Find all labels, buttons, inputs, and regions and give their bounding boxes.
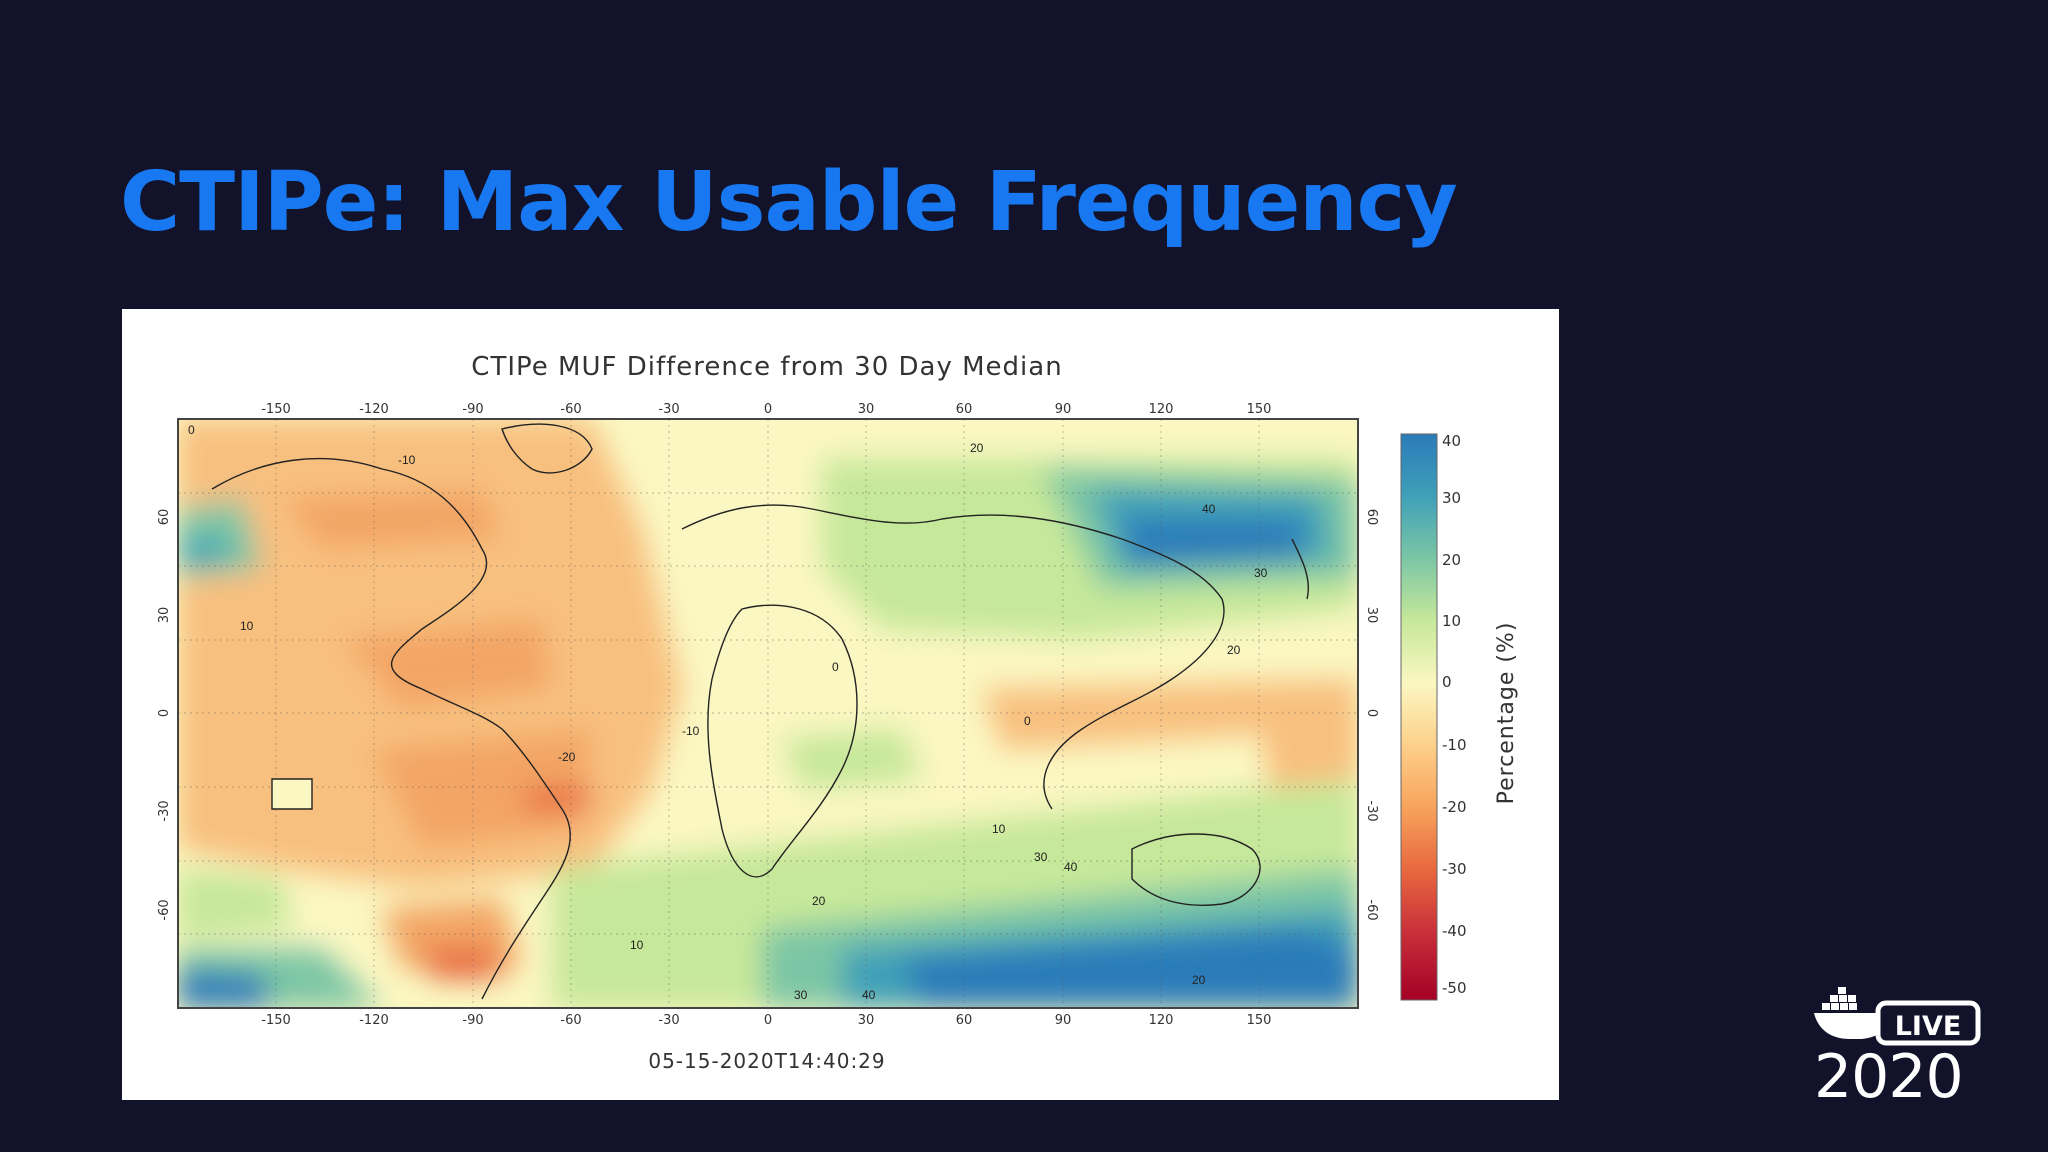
lon-tick-label: 90 [1055, 402, 1072, 417]
contour-label: 20 [1192, 973, 1206, 987]
colorbar-tick-label: -40 [1442, 922, 1467, 940]
contour-label: 0 [832, 660, 839, 674]
colorbar-tick-label: 0 [1442, 673, 1452, 691]
contour-label: 40 [1202, 502, 1216, 516]
lon-tick-label: 30 [858, 402, 875, 417]
lon-tick-label: -150 [261, 1013, 291, 1028]
lat-tick-label: -60 [1364, 899, 1379, 920]
contour-label: 30 [1254, 566, 1268, 580]
lon-tick-label: -30 [658, 402, 679, 417]
lon-tick-label: 90 [1055, 1013, 1072, 1028]
lon-tick-label: -90 [462, 1013, 483, 1028]
lon-tick-label: 30 [858, 1013, 875, 1028]
lat-tick-label: 60 [157, 509, 172, 526]
lon-tick-label: -90 [462, 402, 483, 417]
contour-label: 20 [812, 894, 826, 908]
timestamp: 05-15-2020T14:40:29 [648, 1049, 885, 1073]
lat-ticks-right: 60 30 0 -30 -60 [1364, 509, 1379, 921]
muf-difference-map-figure: CTIPe MUF Difference from 30 Day Median [157, 352, 1519, 1073]
whale-icon [1814, 987, 1891, 1039]
colorbar-tick-label: 30 [1442, 489, 1461, 507]
colorbar-tick-label: 10 [1442, 612, 1461, 630]
colorbar-tick-label: -50 [1442, 979, 1467, 997]
map-area [178, 419, 1358, 1008]
lon-tick-label: 0 [764, 402, 772, 417]
lon-tick-label: -120 [359, 1013, 389, 1028]
coastlines [211, 423, 1309, 1000]
contour-label: 20 [970, 441, 984, 455]
lon-tick-label: 120 [1149, 402, 1174, 417]
lon-tick-label: -60 [560, 402, 581, 417]
contour-label: -20 [558, 750, 576, 764]
lon-tick-label: 150 [1247, 402, 1272, 417]
lat-ticks-left: 60 30 0 -30 -60 [157, 509, 172, 921]
logo-year: 2020 [1814, 1042, 1963, 1105]
contour-label: -10 [682, 724, 700, 738]
lat-tick-label: 0 [157, 709, 172, 717]
contour-label: 10 [630, 938, 644, 952]
lat-tick-label: -30 [1364, 800, 1379, 821]
colorbar-tick-label: -10 [1442, 736, 1467, 754]
lon-tick-label: 60 [956, 402, 973, 417]
colorbar-tick-label: -20 [1442, 798, 1467, 816]
contour-label: 0 [1024, 714, 1031, 728]
graticule [178, 419, 1358, 1008]
live-2020-logo: LIVE 2020 [1814, 987, 1981, 1105]
contour-label: 10 [992, 822, 1006, 836]
contour-label: 40 [862, 988, 876, 1002]
contour-label: 0 [188, 423, 195, 437]
contour-label: 30 [1034, 850, 1048, 864]
lon-tick-label: 120 [1149, 1013, 1174, 1028]
plot-title: CTIPe MUF Difference from 30 Day Median [471, 352, 1062, 382]
lat-tick-label: 60 [1364, 509, 1379, 526]
colorbar-ticks: 40 30 20 10 0 -10 -20 -30 -40 -50 [1442, 432, 1467, 997]
lon-tick-label: -120 [359, 402, 389, 417]
contour-label: -10 [398, 453, 416, 467]
lon-tick-label: -60 [560, 1013, 581, 1028]
contour-label: 30 [794, 988, 808, 1002]
contour-label: 40 [1064, 860, 1078, 874]
lon-ticks-top: -150 -120 -90 -60 -30 0 30 60 90 120 150 [261, 402, 1271, 417]
lat-tick-label: 30 [1364, 607, 1379, 624]
lon-tick-label: 150 [1247, 1013, 1272, 1028]
figure-panel: CTIPe MUF Difference from 30 Day Median [122, 309, 1559, 1100]
contour-label: 20 [1227, 643, 1241, 657]
lat-tick-label: 0 [1364, 709, 1379, 717]
colorbar-label: Percentage (%) [1494, 622, 1519, 805]
logo-word: LIVE [1895, 1011, 1962, 1042]
contour-label: 10 [240, 619, 254, 633]
colorbar-tick-label: 40 [1442, 432, 1461, 450]
lat-tick-label: -30 [157, 800, 172, 821]
lat-tick-label: 30 [157, 607, 172, 624]
slide-title: CTIPe: Max Usable Frequency [120, 155, 1458, 250]
lon-tick-label: 60 [956, 1013, 973, 1028]
contour-labels: 0 -10 -20 -10 10 20 40 30 20 0 0 10 30 4… [188, 423, 1268, 1002]
colorbar [1400, 433, 1438, 1001]
lon-tick-label: -150 [261, 402, 291, 417]
colorbar-tick-label: 20 [1442, 551, 1461, 569]
lon-tick-label: 0 [764, 1013, 772, 1028]
lat-tick-label: -60 [157, 899, 172, 920]
lon-ticks-bottom: -150 -120 -90 -60 -30 0 30 60 90 120 150 [261, 1013, 1271, 1028]
colorbar-tick-label: -30 [1442, 860, 1467, 878]
lon-tick-label: -30 [658, 1013, 679, 1028]
